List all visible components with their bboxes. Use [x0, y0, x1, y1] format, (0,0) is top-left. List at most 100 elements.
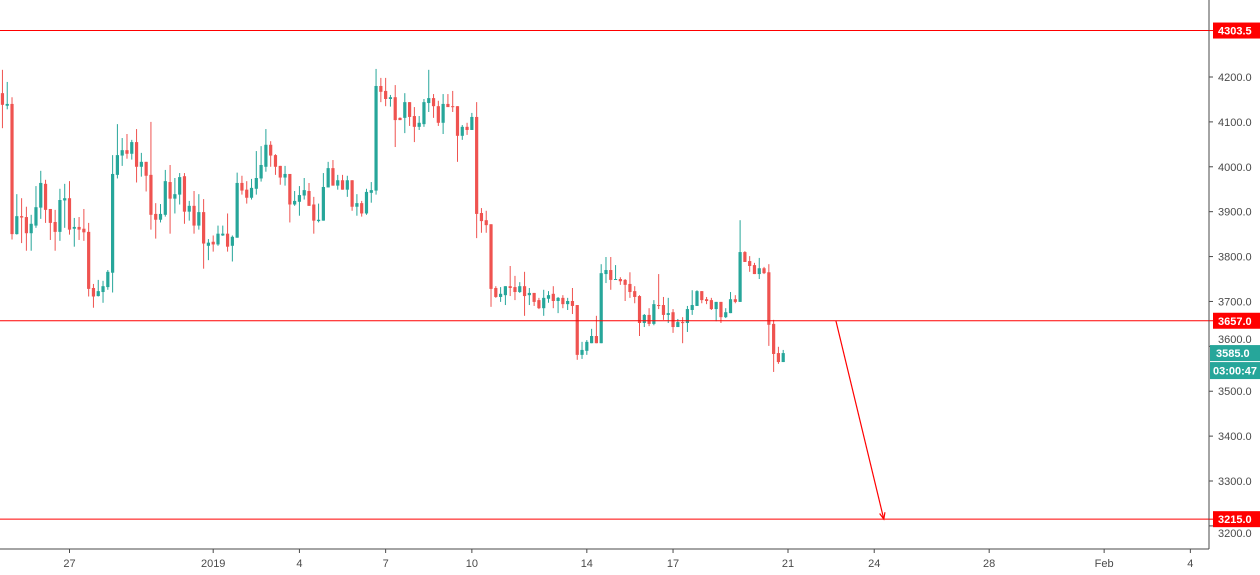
candle-up — [72, 217, 76, 247]
candle-body — [781, 353, 785, 363]
candle-body — [10, 103, 14, 235]
time-tick-label: 14 — [581, 558, 593, 570]
last-price-tag — [1210, 345, 1260, 362]
candle-body — [192, 205, 196, 226]
candle-body — [67, 198, 72, 230]
candle-body — [336, 180, 340, 186]
price-tick-label: 3300.0 — [1218, 476, 1252, 488]
candle-down — [288, 173, 292, 223]
candle-up — [599, 264, 603, 344]
price-tag — [1213, 22, 1260, 39]
candle-body — [178, 177, 182, 195]
candle-body — [762, 268, 766, 274]
candle-up — [63, 183, 67, 228]
candle-body — [278, 165, 282, 178]
candle-down — [273, 154, 278, 175]
candle-up — [163, 169, 167, 217]
candle-down — [202, 199, 206, 269]
candle-body — [187, 205, 191, 212]
candle-up — [695, 290, 699, 306]
candle-up — [427, 69, 431, 113]
candle-body — [273, 155, 278, 167]
candle-down — [657, 274, 661, 310]
candle-body — [130, 142, 134, 154]
candle-down — [87, 222, 91, 297]
candle-down — [575, 305, 579, 360]
candle-down — [681, 317, 685, 344]
candle-body — [106, 271, 110, 288]
candle-down — [762, 266, 766, 275]
candle-body — [551, 293, 555, 302]
candle-down — [618, 277, 622, 285]
candle-body — [259, 164, 263, 179]
candle-body — [254, 178, 258, 189]
candle-body — [618, 279, 622, 282]
candle-body — [134, 142, 139, 167]
candle-down — [0, 69, 5, 129]
candle-down — [772, 319, 776, 372]
candle-body — [522, 286, 527, 297]
candle-up — [690, 290, 694, 315]
candle-up — [111, 155, 115, 293]
candle-up — [197, 194, 201, 230]
candle-up — [283, 165, 287, 186]
price-axis[interactable]: 4200.0 4100.0 4000.0 3900.0 3800.0 3700.0 3600… — [1208, 0, 1252, 549]
candle-body — [403, 102, 407, 118]
candle-down — [278, 165, 282, 185]
candle-body — [379, 85, 383, 92]
candle-down — [149, 121, 153, 230]
candle-up — [345, 175, 349, 197]
candle-body — [738, 252, 742, 302]
candle-body — [0, 93, 5, 105]
drawings-layer[interactable] — [0, 30, 1209, 521]
candle-body — [312, 204, 316, 221]
candle-up — [120, 138, 124, 166]
price-tag-label: 3657.0 — [1218, 316, 1252, 328]
candle-body — [700, 291, 704, 301]
candles-layer — [0, 68, 785, 372]
candle-body — [724, 312, 728, 318]
candle-down — [398, 117, 402, 121]
candle-body — [264, 144, 268, 167]
candle-body — [398, 117, 402, 121]
price-tags: 4303.5 3657.0 3215.0 3585.0 03:00:47 — [1209, 22, 1260, 528]
candle-up — [29, 214, 33, 251]
candle-body — [604, 270, 608, 275]
candle-body — [350, 180, 354, 207]
candle-body — [681, 322, 685, 324]
trend-arrow-line[interactable] — [835, 320, 885, 520]
candle-up — [158, 204, 163, 223]
candle-up — [728, 292, 733, 314]
candle-body — [508, 286, 512, 288]
candle-down — [628, 272, 632, 298]
candle-body — [29, 223, 33, 234]
candle-body — [388, 97, 393, 99]
candle-body — [757, 268, 761, 275]
candle-up — [364, 188, 369, 215]
candle-up — [422, 98, 426, 127]
candle-up — [39, 170, 43, 219]
candle-body — [96, 291, 100, 297]
candle-up — [96, 279, 100, 297]
candle-up — [590, 328, 594, 344]
candle-down — [134, 129, 139, 183]
candle-down — [240, 175, 244, 195]
time-tick-label: 28 — [983, 558, 995, 570]
candle-body — [714, 301, 718, 310]
candle-body — [293, 200, 297, 205]
candle-up — [403, 93, 407, 134]
candle-down — [211, 235, 215, 252]
time-tick-label: Feb — [1095, 558, 1114, 570]
candle-body — [465, 126, 469, 130]
candle-body — [494, 287, 498, 297]
price-tick-label: 4200.0 — [1218, 72, 1252, 84]
candle-body — [216, 233, 220, 245]
candle-body — [666, 313, 670, 315]
price-tick-label: 3500.0 — [1218, 386, 1252, 398]
candle-body — [206, 242, 211, 246]
time-tick-label: 7 — [383, 558, 389, 570]
candle-up — [441, 94, 445, 135]
candle-down — [532, 292, 536, 306]
time-axis[interactable]: 27 2019 4 7 10 14 17 21 24 28 Feb 4 — [0, 548, 1209, 570]
